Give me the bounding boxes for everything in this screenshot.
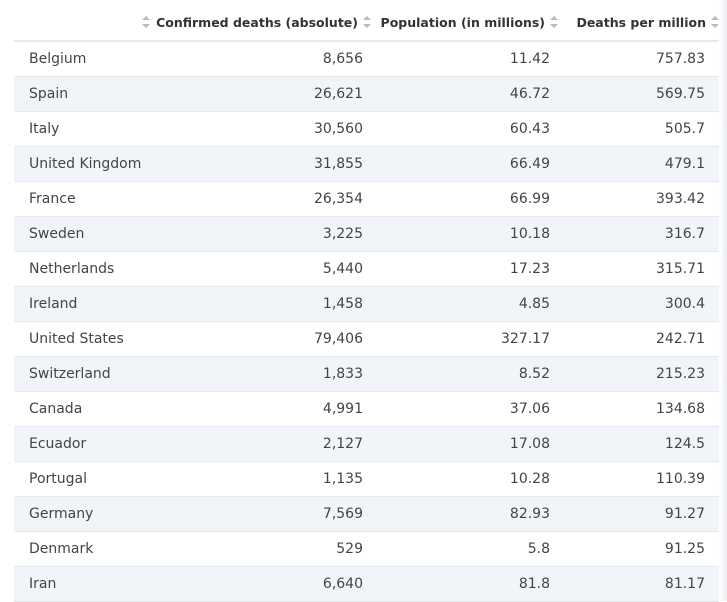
cell-confirmed-deaths: 1,458 (322, 296, 363, 312)
cell-country: Portugal (29, 471, 87, 487)
column-header-label: Deaths per million (576, 14, 706, 30)
cell-confirmed-deaths: 7,569 (322, 506, 363, 522)
sort-icon[interactable] (363, 16, 371, 28)
cell-deaths-per-million: 215.23 (656, 366, 705, 382)
cell-confirmed-deaths: 1,135 (322, 471, 363, 487)
cell-confirmed-deaths: 2,127 (322, 436, 363, 452)
cell-confirmed-deaths: 79,406 (314, 331, 363, 347)
cell-confirmed-deaths: 30,560 (314, 121, 363, 137)
table-body: Belgium 8,656 11.42 757.83 Spain 26,621 46.72 5… (14, 42, 719, 602)
cell-country: Italy (29, 121, 60, 137)
cell-deaths-per-million: 242.71 (656, 331, 705, 347)
cell-country: United States (29, 331, 124, 347)
cell-confirmed-deaths: 6,640 (322, 576, 363, 592)
table-row: Ireland 1,458 4.85 300.4 (14, 287, 719, 322)
cell-population: 5.8 (527, 541, 550, 557)
table-row: Netherlands 5,440 17.23 315.71 (14, 252, 719, 287)
cell-country: Switzerland (29, 366, 111, 382)
cell-country: Belgium (29, 51, 87, 67)
cell-population: 8.52 (518, 366, 550, 382)
table-row: France 26,354 66.99 393.42 (14, 182, 719, 217)
cell-population: 66.99 (509, 191, 550, 207)
cell-population: 10.18 (509, 226, 550, 242)
cell-deaths-per-million: 505.7 (664, 121, 705, 137)
cell-confirmed-deaths: 31,855 (314, 156, 363, 172)
column-header-country[interactable] (14, 16, 154, 28)
cell-population: 10.28 (509, 471, 550, 487)
cell-population: 4.85 (518, 296, 550, 312)
cell-confirmed-deaths: 4,991 (322, 401, 363, 417)
sort-icon[interactable] (711, 16, 719, 28)
cell-population: 327.17 (501, 331, 550, 347)
cell-confirmed-deaths: 529 (336, 541, 363, 557)
cell-population: 82.93 (509, 506, 550, 522)
table-row: Italy 30,560 60.43 505.7 (14, 112, 719, 147)
cell-deaths-per-million: 393.42 (656, 191, 705, 207)
cell-deaths-per-million: 110.39 (656, 471, 705, 487)
cell-population: 81.8 (518, 576, 550, 592)
cell-confirmed-deaths: 26,621 (314, 86, 363, 102)
table-row: Iran 6,640 81.8 81.17 (14, 567, 719, 602)
cell-country: United Kingdom (29, 156, 142, 172)
cell-deaths-per-million: 316.7 (664, 226, 705, 242)
table-row: Belgium 8,656 11.42 757.83 (14, 42, 719, 77)
column-header-label: Confirmed deaths (absolute) (156, 14, 358, 30)
sort-icon[interactable] (550, 16, 558, 28)
cell-population: 60.43 (509, 121, 550, 137)
cell-country: Iran (29, 576, 57, 592)
cell-deaths-per-million: 757.83 (656, 51, 705, 67)
column-header-label: Population (in millions) (380, 14, 545, 30)
table-header: Confirmed deaths (absolute) Population (… (14, 4, 719, 42)
cell-country: Canada (29, 401, 83, 417)
cell-deaths-per-million: 479.1 (664, 156, 705, 172)
cell-population: 17.23 (509, 261, 550, 277)
cell-confirmed-deaths: 3,225 (322, 226, 363, 242)
table-row: Sweden 3,225 10.18 316.7 (14, 217, 719, 252)
cell-country: Ecuador (29, 436, 87, 452)
cell-population: 11.42 (509, 51, 550, 67)
table-row: United Kingdom 31,855 66.49 479.1 (14, 147, 719, 182)
cell-country: Netherlands (29, 261, 115, 277)
table-row: Spain 26,621 46.72 569.75 (14, 77, 719, 112)
table-row: Switzerland 1,833 8.52 215.23 (14, 357, 719, 392)
table-row: Canada 4,991 37.06 134.68 (14, 392, 719, 427)
table-row: Germany 7,569 82.93 91.27 (14, 497, 719, 532)
cell-confirmed-deaths: 8,656 (322, 51, 363, 67)
column-header-deaths-per-million[interactable]: Deaths per million (562, 15, 719, 30)
cell-country: France (29, 191, 76, 207)
table-row: Ecuador 2,127 17.08 124.5 (14, 427, 719, 462)
scroll-edge-shadow (719, 0, 727, 601)
cell-population: 17.08 (509, 436, 550, 452)
cell-confirmed-deaths: 5,440 (322, 261, 363, 277)
cell-confirmed-deaths: 1,833 (322, 366, 363, 382)
cell-population: 46.72 (509, 86, 550, 102)
column-header-confirmed-deaths[interactable]: Confirmed deaths (absolute) (154, 15, 375, 30)
cell-deaths-per-million: 124.5 (664, 436, 705, 452)
data-table: Confirmed deaths (absolute) Population (… (14, 4, 719, 602)
table-row: United States 79,406 327.17 242.71 (14, 322, 719, 357)
cell-country: Spain (29, 86, 69, 102)
cell-confirmed-deaths: 26,354 (314, 191, 363, 207)
cell-deaths-per-million: 91.25 (664, 541, 705, 557)
cell-deaths-per-million: 81.17 (664, 576, 705, 592)
cell-population: 37.06 (509, 401, 550, 417)
cell-deaths-per-million: 134.68 (656, 401, 705, 417)
cell-deaths-per-million: 315.71 (656, 261, 705, 277)
cell-country: Sweden (29, 226, 85, 242)
sort-icon[interactable] (142, 16, 150, 28)
cell-country: Denmark (29, 541, 94, 557)
cell-deaths-per-million: 300.4 (664, 296, 705, 312)
cell-country: Ireland (29, 296, 78, 312)
cell-deaths-per-million: 569.75 (656, 86, 705, 102)
cell-population: 66.49 (509, 156, 550, 172)
table-row: Denmark 529 5.8 91.25 (14, 532, 719, 567)
cell-deaths-per-million: 91.27 (664, 506, 705, 522)
table-row: Portugal 1,135 10.28 110.39 (14, 462, 719, 497)
column-header-population[interactable]: Population (in millions) (375, 15, 562, 30)
cell-country: Germany (29, 506, 94, 522)
